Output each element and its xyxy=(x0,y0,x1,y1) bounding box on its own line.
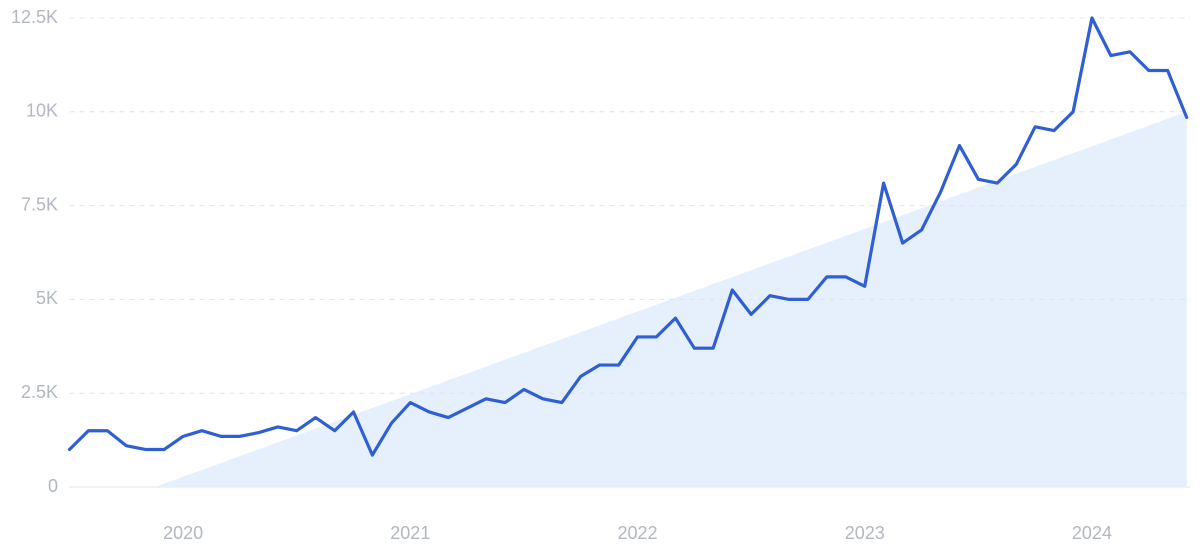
line xyxy=(67,16,1189,457)
x-tick-label: 2022 xyxy=(618,523,658,543)
y-tick-label: 7.5K xyxy=(21,194,58,214)
x-tick-label: 2021 xyxy=(390,523,430,543)
y-tick-label: 10K xyxy=(26,101,58,121)
y-tick-label: 0 xyxy=(48,476,58,496)
x-tick-label: 2020 xyxy=(163,523,203,543)
x-tick-label: 2023 xyxy=(845,523,885,543)
y-tick-label: 5K xyxy=(36,288,58,308)
y-tick-label: 12.5K xyxy=(11,7,58,27)
y-tick-label: 2.5K xyxy=(21,382,58,402)
x-tick-label: 2024 xyxy=(1072,523,1112,543)
